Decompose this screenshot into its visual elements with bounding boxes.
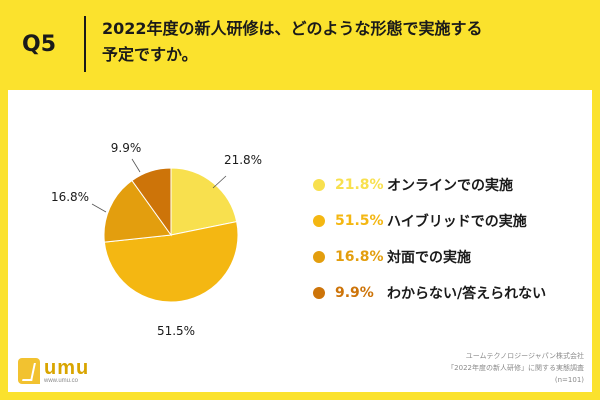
legend-label-in-person: 対面での実施	[387, 250, 471, 266]
legend-dot-unknown	[313, 287, 325, 299]
chart-card: 21.8% 51.5% 16.8% 9.9% 21.8% オンラインでの実施 51.5…	[8, 90, 592, 392]
pie-slice-hybrid	[103, 221, 239, 303]
source-line2: 「2022年度の新人研修」に関する実態調査	[447, 364, 584, 372]
question-title-line1: 2022年度の新人研修は、どのような形態で実施する	[102, 19, 483, 38]
legend-dot-in-person	[313, 251, 325, 263]
legend-pct-in-person: 16.8%	[335, 249, 384, 265]
source-note: ユームテクノロジージャパン株式会社 「2022年度の新人研修」に関する実態調査 …	[447, 350, 584, 386]
legend-pct-unknown: 9.9%	[335, 285, 374, 301]
legend-dot-hybrid	[313, 215, 325, 227]
legend-item-hybrid: 51.5% ハイブリッドでの実施	[313, 211, 546, 231]
pie-slice-in-person	[103, 179, 172, 243]
data-label-online: 21.8%	[224, 153, 262, 167]
legend-item-unknown: 9.9% わからない/答えられない	[313, 283, 546, 303]
data-label-in-person: 16.8%	[51, 190, 89, 204]
pie-slice-unknown	[131, 167, 172, 237]
legend-pct-online: 21.8%	[335, 177, 384, 193]
question-title-line2: 予定ですか。	[102, 45, 198, 64]
legend-label-online: オンラインでの実施	[387, 178, 513, 194]
leader-line-in-person	[91, 203, 107, 213]
umu-logo-icon	[18, 358, 40, 384]
chart-legend: 21.8% オンラインでの実施 51.5% ハイブリッドでの実施 16.8% 対…	[313, 175, 546, 319]
pie-slice-online	[170, 167, 238, 236]
umu-logo: umu www.umu.co	[18, 358, 89, 384]
data-label-hybrid: 51.5%	[157, 324, 195, 338]
source-line1: ユームテクノロジージャパン株式会社	[465, 352, 584, 360]
pie-chart: 21.8% 51.5% 16.8% 9.9%	[51, 141, 262, 338]
question-label: Q5	[22, 32, 57, 57]
umu-wordmark: umu	[44, 357, 90, 379]
legend-label-unknown: わからない/答えられない	[387, 286, 547, 302]
legend-pct-hybrid: 51.5%	[335, 213, 384, 229]
legend-item-in-person: 16.8% 対面での実施	[313, 247, 546, 267]
legend-label-hybrid: ハイブリッドでの実施	[387, 214, 527, 230]
question-title: 2022年度の新人研修は、どのような形態で実施する 予定ですか。	[102, 16, 582, 68]
legend-dot-online	[313, 179, 325, 191]
leader-line-online	[212, 175, 227, 189]
header-divider	[84, 16, 86, 72]
leader-line-unknown	[131, 158, 141, 173]
data-label-unknown: 9.9%	[111, 141, 142, 155]
umu-url: www.umu.co	[44, 378, 79, 384]
source-line3: (n=101)	[554, 376, 584, 384]
legend-item-online: 21.8% オンラインでの実施	[313, 175, 546, 195]
